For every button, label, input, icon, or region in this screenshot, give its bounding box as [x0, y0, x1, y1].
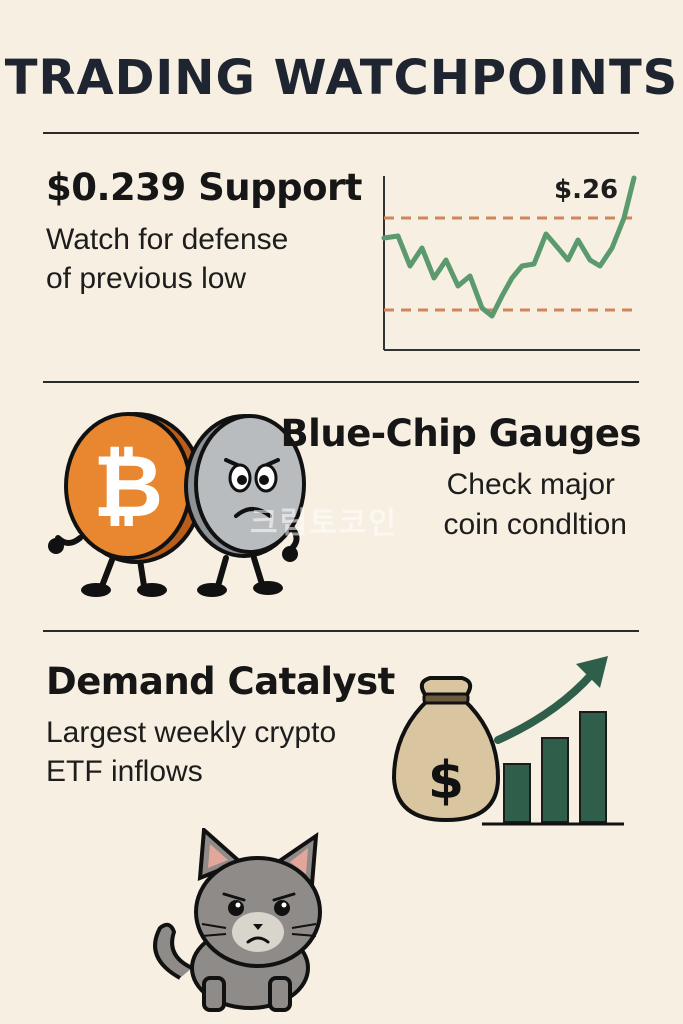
support-line-2: of previous low [46, 262, 247, 295]
demand-line-2: ETF inflows [46, 755, 203, 788]
svg-text:$: $ [428, 751, 464, 811]
divider-1 [43, 381, 639, 383]
divider-2 [43, 630, 639, 632]
money-bag-growth-chart-icon: $ [391, 656, 624, 826]
svg-text:₿: ₿ [93, 437, 163, 537]
blue-chip-line-2: coin condltion [443, 508, 627, 541]
support-heading: $0.239 Support [46, 166, 362, 209]
watermark-text: 크립토코인 [250, 507, 398, 540]
price-line-chart-icon: $.26 [381, 175, 640, 351]
demand-heading: Demand Catalyst [46, 660, 395, 703]
bitcoin-and-coin-characters-icon: ₿ [48, 412, 306, 597]
divider-top [43, 132, 639, 134]
chart-price-label: $.26 [554, 175, 618, 205]
blue-chip-line-1: Check major [446, 468, 615, 501]
demand-line-1: Largest weekly crypto [46, 716, 337, 749]
support-line-1: Watch for defense [46, 223, 289, 256]
gray-cat-icon [153, 828, 322, 1012]
page-title: TRADING WATCHPOINTS [4, 50, 679, 106]
blue-chip-heading: Blue-Chip Gauges [280, 412, 641, 455]
